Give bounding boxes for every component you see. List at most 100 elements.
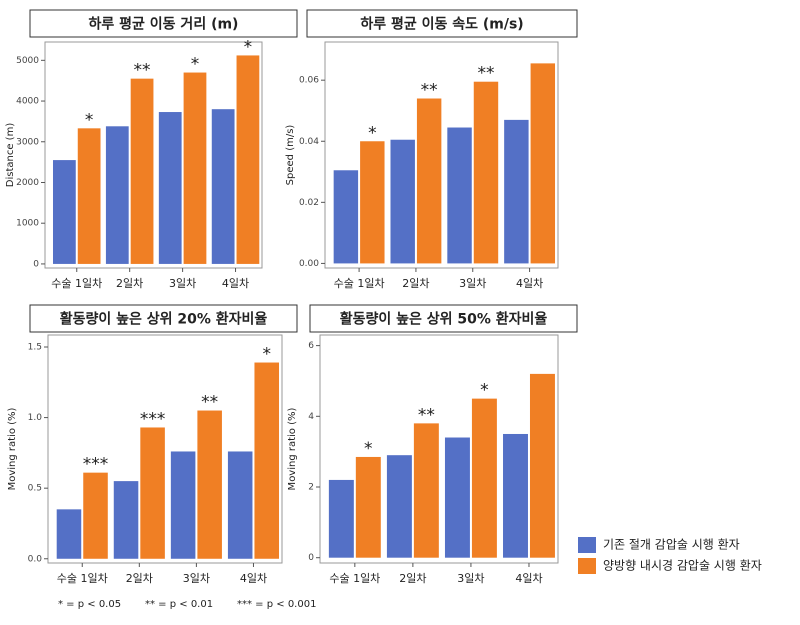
x-tick-label: 수술 1일차 bbox=[57, 571, 108, 585]
bar bbox=[386, 455, 412, 558]
bar bbox=[416, 98, 442, 264]
y-tick-label: 1.5 bbox=[28, 343, 42, 353]
x-tick-label: 4일차 bbox=[240, 571, 267, 585]
bar bbox=[471, 398, 497, 558]
y-axis-label: Moving ratio (%) bbox=[287, 407, 298, 490]
x-tick-label: 2일차 bbox=[116, 276, 143, 290]
y-tick-label: 0 bbox=[33, 259, 39, 269]
significance: * bbox=[368, 123, 377, 143]
y-tick-label: 0.02 bbox=[299, 198, 319, 208]
bar bbox=[77, 128, 101, 264]
significance: ** bbox=[421, 81, 438, 101]
legend-swatch bbox=[578, 558, 596, 574]
y-tick-label: 0.0 bbox=[28, 554, 43, 564]
y-tick-label: 4 bbox=[308, 412, 314, 422]
significance: *** bbox=[140, 409, 166, 429]
x-tick-label: 수술 1일차 bbox=[334, 276, 385, 290]
y-axis-label: Moving ratio (%) bbox=[7, 407, 18, 490]
x-tick-label: 3일차 bbox=[169, 276, 196, 290]
plot-frame bbox=[324, 41, 559, 269]
bar bbox=[529, 373, 555, 558]
title-box bbox=[309, 304, 578, 333]
footnote: ** = p < 0.01 bbox=[145, 599, 213, 610]
bar bbox=[355, 456, 381, 558]
bar bbox=[447, 127, 472, 264]
significance: * bbox=[262, 345, 271, 365]
y-axis-label: Speed (m/s) bbox=[285, 125, 296, 186]
chart-title: 하루 평균 이동 거리 (m) bbox=[89, 16, 239, 33]
chart-title: 하루 평균 이동 속도 (m/s) bbox=[360, 16, 523, 33]
y-axis-label: Distance (m) bbox=[5, 123, 16, 188]
x-tick-label: 4일차 bbox=[516, 276, 543, 290]
footnote: * = p < 0.05 bbox=[58, 599, 121, 610]
chart-title: 활동량이 높은 상위 20% 환자비율 bbox=[60, 311, 268, 328]
y-tick-label: 0.5 bbox=[28, 484, 42, 494]
significance: ** bbox=[418, 405, 435, 425]
significance: ** bbox=[201, 393, 218, 413]
significance: *** bbox=[83, 455, 109, 475]
bar bbox=[328, 479, 354, 558]
bar bbox=[504, 119, 529, 264]
bar bbox=[158, 112, 182, 264]
bar bbox=[413, 423, 439, 558]
significance: * bbox=[364, 439, 373, 459]
bar bbox=[140, 427, 165, 559]
y-tick-label: 1000 bbox=[16, 219, 39, 229]
x-tick-label: 수술 1일차 bbox=[329, 571, 380, 585]
title-box bbox=[306, 9, 578, 38]
bar bbox=[254, 362, 280, 559]
bar bbox=[390, 139, 415, 264]
bar bbox=[473, 81, 499, 264]
plot-frame bbox=[47, 334, 283, 564]
bar bbox=[183, 72, 207, 264]
bar bbox=[530, 63, 556, 264]
significance: ** bbox=[477, 64, 494, 84]
bar bbox=[360, 141, 385, 264]
bar bbox=[170, 451, 196, 559]
bar bbox=[56, 509, 82, 559]
significance: * bbox=[191, 55, 200, 75]
bar bbox=[236, 55, 260, 264]
plot-frame bbox=[319, 334, 559, 564]
y-tick-label: 0.04 bbox=[299, 137, 319, 147]
bar bbox=[211, 109, 235, 264]
plot-frame bbox=[44, 41, 263, 269]
x-tick-label: 2일차 bbox=[402, 276, 429, 290]
y-tick-label: 6 bbox=[308, 341, 314, 351]
y-tick-label: 2000 bbox=[16, 178, 39, 188]
bar bbox=[113, 481, 139, 559]
x-tick-label: 3일차 bbox=[183, 571, 210, 585]
y-tick-label: 1.0 bbox=[28, 413, 43, 423]
bar bbox=[83, 472, 108, 559]
x-tick-label: 수술 1일차 bbox=[51, 276, 102, 290]
bar bbox=[227, 451, 253, 559]
y-tick-label: 0.00 bbox=[299, 259, 319, 269]
bar bbox=[444, 437, 470, 558]
y-tick-label: 0 bbox=[308, 553, 314, 563]
bar bbox=[52, 160, 76, 264]
y-tick-label: 0.06 bbox=[299, 76, 319, 86]
y-tick-label: 5000 bbox=[16, 56, 39, 66]
significance: * bbox=[244, 37, 253, 57]
significance: ** bbox=[134, 61, 151, 81]
x-tick-label: 4일차 bbox=[222, 276, 249, 290]
legend-label: 기존 절개 감압술 시행 환자 bbox=[603, 537, 740, 552]
title-box bbox=[29, 9, 298, 38]
significance: * bbox=[85, 110, 94, 130]
significance: * bbox=[480, 381, 489, 401]
bar bbox=[333, 170, 359, 264]
x-tick-label: 4일차 bbox=[515, 571, 542, 585]
chart-title: 활동량이 높은 상위 50% 환자비율 bbox=[340, 311, 548, 328]
bar bbox=[105, 126, 129, 264]
x-tick-label: 3일차 bbox=[459, 276, 486, 290]
bar bbox=[197, 410, 222, 559]
x-tick-label: 3일차 bbox=[457, 571, 484, 585]
y-tick-label: 4000 bbox=[16, 97, 39, 107]
bar bbox=[503, 433, 528, 558]
legend-label: 양방향 내시경 감압술 시행 환자 bbox=[603, 558, 762, 573]
footnote: *** = p < 0.001 bbox=[237, 599, 316, 610]
bar bbox=[130, 78, 154, 264]
y-tick-label: 2 bbox=[308, 483, 314, 493]
y-tick-label: 3000 bbox=[16, 137, 39, 147]
x-tick-label: 2일차 bbox=[399, 571, 426, 585]
